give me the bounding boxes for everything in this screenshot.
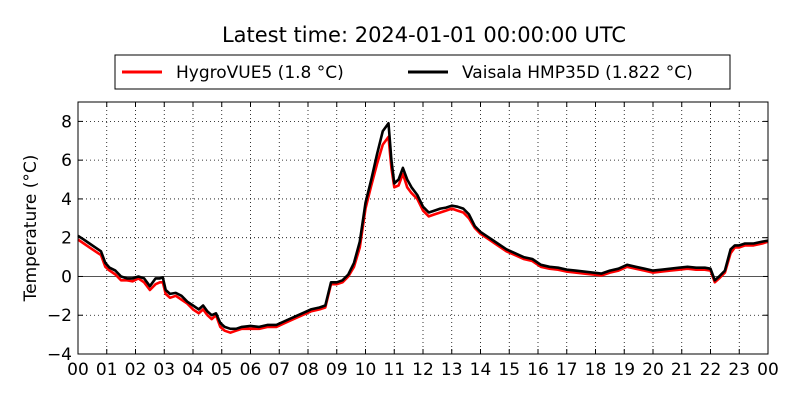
x-tick-label: 05 xyxy=(211,360,233,380)
x-tick-label: 22 xyxy=(700,360,722,380)
y-tick-label: 8 xyxy=(61,112,72,132)
x-tick-label: 11 xyxy=(383,360,405,380)
x-tick-label: 07 xyxy=(268,360,290,380)
y-axis-label: Temperature (°C) xyxy=(21,155,41,303)
x-tick-label: 15 xyxy=(498,360,520,380)
x-tick-label: 03 xyxy=(153,360,175,380)
x-tick-label: 04 xyxy=(182,360,204,380)
x-tick-label: 09 xyxy=(326,360,348,380)
y-axis-ticks: −4 −2 0 2 4 6 8 xyxy=(47,112,768,365)
grid xyxy=(77,102,769,355)
x-tick-label: 00 xyxy=(757,360,779,380)
x-tick-label: 00 xyxy=(67,360,89,380)
x-tick-label: 10 xyxy=(355,360,377,380)
axes xyxy=(77,101,769,355)
series-lines xyxy=(77,122,769,335)
x-tick-label: 08 xyxy=(297,360,319,380)
x-tick-label: 18 xyxy=(585,360,607,380)
plot-frame xyxy=(77,101,769,355)
legend-label-vaisala: Vaisala HMP35D (1.822 °C) xyxy=(462,63,693,83)
x-tick-label: 06 xyxy=(240,360,262,380)
legend: HygroVUE5 (1.8 °C) Vaisala HMP35D (1.822… xyxy=(114,54,731,90)
y-tick-label: 4 xyxy=(61,190,72,210)
y-tick-label: 2 xyxy=(61,229,72,249)
x-axis-ticks: 00 01 02 03 04 05 06 07 08 09 10 11 12 13 14 15 16 17 18 19… xyxy=(67,102,779,380)
x-tick-label: 19 xyxy=(613,360,635,380)
x-tick-label: 17 xyxy=(556,360,578,380)
x-tick-label: 21 xyxy=(671,360,693,380)
series-line-1 xyxy=(77,122,769,331)
x-tick-label: 12 xyxy=(412,360,434,380)
y-tick-label: 6 xyxy=(61,151,72,171)
y-tick-label: 0 xyxy=(61,267,72,287)
x-tick-label: 02 xyxy=(125,360,147,380)
x-tick-label: 20 xyxy=(642,360,664,380)
x-tick-label: 23 xyxy=(728,360,750,380)
x-tick-label: 01 xyxy=(96,360,118,380)
legend-label-hygrovue5: HygroVUE5 (1.8 °C) xyxy=(176,63,344,83)
y-tick-label: −4 xyxy=(47,345,72,365)
x-tick-label: 13 xyxy=(441,360,463,380)
chart-title: Latest time: 2024-01-01 00:00:00 UTC xyxy=(222,23,626,47)
x-tick-label: 14 xyxy=(470,360,492,380)
y-tick-label: −2 xyxy=(47,306,72,326)
x-tick-label: 16 xyxy=(527,360,549,380)
